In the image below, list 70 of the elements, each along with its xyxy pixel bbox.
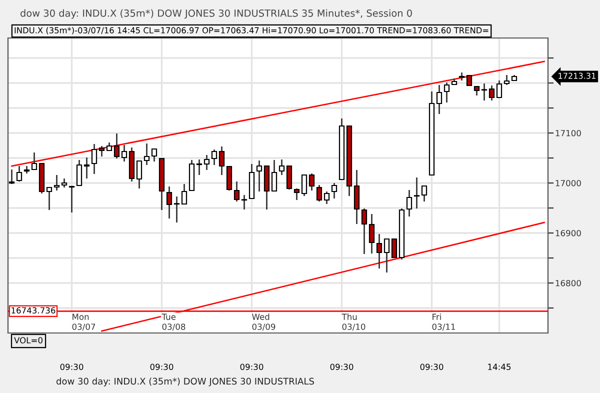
candlestick — [271, 159, 278, 192]
candlestick — [241, 194, 248, 210]
candlestick — [234, 180, 240, 202]
annotation: Thu 03/10 — [342, 313, 366, 331]
candlestick — [54, 174, 60, 192]
x-tick-label: 09:30 — [150, 364, 174, 370]
annotation: Tue 03/08 — [162, 314, 186, 331]
candlestick — [316, 184, 322, 202]
candlestick — [196, 158, 202, 176]
annotation: Fri 03/11 — [432, 313, 455, 331]
candlestick — [31, 152, 38, 171]
candlestick — [16, 165, 22, 182]
candlestick — [166, 186, 172, 220]
text: dow 30 day: INDU.X (35m*) DOW JONES 30 INDUSTRIALS — [56, 378, 314, 386]
text: 17213.31 — [558, 72, 596, 79]
candlestick — [301, 174, 308, 197]
candlestick — [504, 74, 510, 86]
candlestick — [114, 132, 120, 160]
candlestick — [481, 82, 488, 102]
x-tick-label: 09:30 — [240, 364, 264, 370]
candlestick — [76, 159, 82, 186]
candlestick — [331, 182, 338, 200]
text: INDU.X (35m*)-03/07/16 14:45 CL=17006.97 OP=17063.47 Hi=17070.90 Lo=17001.70 TREND=17083.60 TREND= — [14, 27, 488, 34]
candlestick — [151, 148, 158, 162]
candlestick — [414, 176, 420, 210]
candlestick — [136, 160, 142, 190]
x-tick-label: 09:30 — [330, 364, 354, 370]
y-tick-label: 16800 — [556, 280, 581, 286]
candlestick — [384, 238, 390, 274]
candlestick — [144, 142, 150, 166]
candlestick — [444, 82, 450, 104]
candlestick — [84, 156, 90, 180]
candlestick — [278, 158, 285, 176]
candlestick — [218, 146, 225, 176]
x-tick-label: 09:30 — [420, 364, 444, 370]
y-tick-label: 17000 — [556, 180, 581, 186]
candlestick — [256, 160, 262, 192]
chart-title: dow 30 day: INDU.X (35m*) DOW JONES 30 INDUSTRIALS 35 Minutes*, Session 0 — [20, 9, 412, 19]
candlestick — [211, 148, 218, 166]
candlestick — [391, 238, 398, 258]
candlestick — [91, 143, 98, 175]
candlestick — [98, 145, 105, 158]
candlestick — [421, 185, 428, 202]
candlestick — [324, 190, 330, 205]
candlestick — [174, 196, 180, 224]
annotation: Mon 03/07 — [72, 314, 96, 331]
candlestick — [406, 189, 412, 218]
candlestick — [121, 144, 128, 162]
candlestick — [376, 233, 382, 270]
candlestick — [488, 84, 495, 102]
annotation: Wed 03/09 — [252, 313, 276, 331]
candlestick — [308, 172, 315, 192]
candlestick — [361, 208, 368, 255]
candlestick — [46, 186, 52, 211]
candlestick — [294, 188, 300, 201]
text: VOL=0 — [14, 337, 42, 344]
candlestick — [68, 185, 75, 214]
x-tick-label: 14:45 — [488, 364, 511, 370]
ref-line-label: 16743.736 — [12, 307, 56, 314]
candlestick — [436, 84, 442, 115]
candlestick — [226, 165, 232, 192]
candlestick — [354, 169, 360, 225]
x-tick-label: 09:30 — [60, 364, 84, 370]
candlestick — [496, 80, 502, 98]
y-tick-label: 16900 — [556, 230, 581, 236]
candlestick — [286, 165, 292, 190]
y-tick-label: 17100 — [556, 130, 581, 136]
candlestick — [181, 183, 188, 205]
candlestick — [204, 154, 210, 171]
candlestick — [368, 213, 375, 254]
